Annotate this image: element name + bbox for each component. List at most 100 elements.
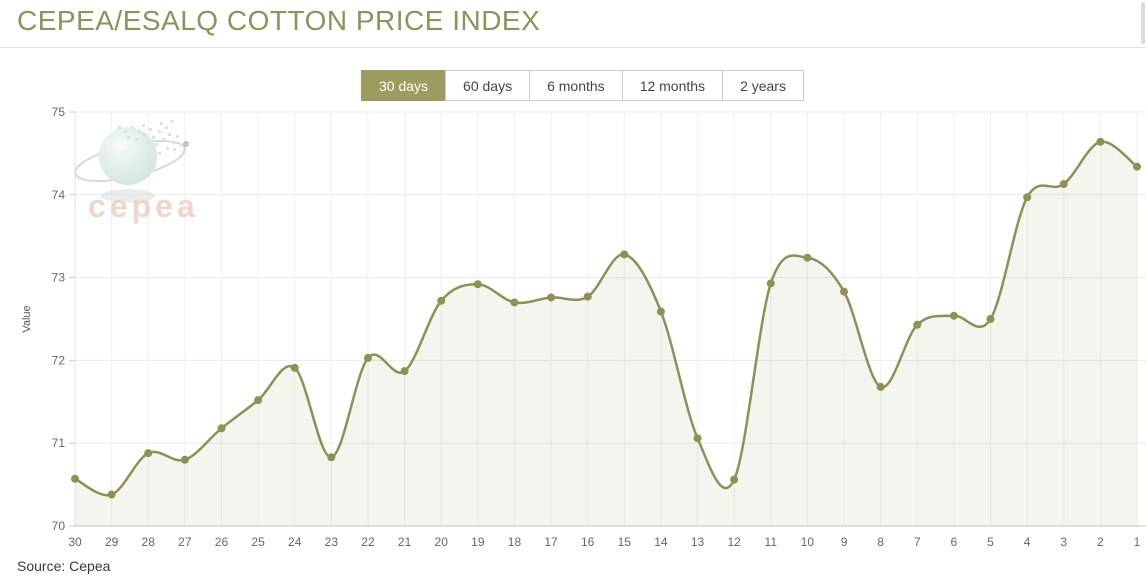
logo-speckle [145, 140, 148, 143]
logo-speckle [155, 143, 158, 146]
data-point[interactable] [1096, 137, 1105, 146]
range-button-6-months[interactable]: 6 months [529, 70, 623, 101]
x-tick-label: 26 [215, 535, 229, 549]
y-tick-label: 75 [52, 105, 66, 119]
data-point[interactable] [473, 280, 482, 289]
y-tick-label: 70 [52, 519, 66, 533]
data-point[interactable] [986, 315, 995, 323]
x-tick-label: 6 [951, 535, 958, 549]
data-point[interactable] [180, 455, 189, 464]
logo-speckle [158, 152, 161, 155]
logo-speckle [172, 141, 175, 144]
data-point[interactable] [437, 296, 446, 305]
data-point[interactable] [656, 307, 665, 316]
x-tick-label: 4 [1024, 535, 1031, 549]
scrollbar[interactable] [1141, 2, 1145, 44]
logo-speckle [166, 147, 169, 150]
range-button-60-days[interactable]: 60 days [445, 70, 531, 101]
logo-speckle [118, 126, 121, 129]
x-tick-label: 5 [987, 535, 994, 549]
page-title: CEPEA/ESALQ COTTON PRICE INDEX [17, 5, 541, 36]
logo-speckle [170, 120, 173, 123]
x-tick-label: 1 [1134, 535, 1141, 549]
x-tick-label: 12 [727, 535, 741, 549]
x-tick-label: 7 [914, 535, 921, 549]
range-button-2-years[interactable]: 2 years [722, 70, 804, 101]
data-point[interactable] [217, 424, 226, 433]
data-point[interactable] [1133, 162, 1141, 171]
x-tick-label: 20 [435, 535, 449, 549]
x-tick-label: 14 [654, 535, 668, 549]
data-point[interactable] [1059, 180, 1068, 189]
x-tick-label: 11 [765, 535, 778, 549]
data-point[interactable] [254, 396, 263, 405]
y-tick-label: 72 [52, 353, 66, 367]
logo-speckle [138, 130, 141, 133]
logo-orbit-dot-icon [183, 141, 189, 147]
x-tick-label: 16 [581, 535, 595, 549]
data-point[interactable] [766, 279, 775, 288]
x-tick-label: 10 [801, 535, 815, 549]
range-button-30-days[interactable]: 30 days [361, 70, 447, 101]
logo-speckle [158, 130, 161, 133]
x-tick-label: 28 [142, 535, 156, 549]
range-button-12-months[interactable]: 12 months [621, 70, 724, 101]
x-tick-label: 3 [1060, 535, 1067, 549]
data-point[interactable] [803, 253, 812, 262]
data-point[interactable] [107, 490, 116, 499]
data-point[interactable] [510, 298, 519, 307]
data-point[interactable] [620, 250, 629, 259]
logo-globe-icon [99, 127, 157, 185]
logo-speckle [149, 128, 152, 131]
x-tick-label: 9 [841, 535, 848, 549]
y-tick-label: 74 [52, 188, 66, 202]
y-tick-label: 71 [52, 436, 66, 450]
logo-speckle [162, 138, 165, 141]
x-tick-label: 21 [398, 535, 412, 549]
logo-speckle [150, 148, 153, 151]
logo-wordmark: cepea [88, 188, 199, 224]
data-point[interactable] [583, 292, 592, 301]
data-point[interactable] [730, 475, 739, 484]
data-point[interactable] [363, 353, 372, 362]
data-point[interactable] [840, 287, 849, 296]
data-point[interactable] [327, 453, 336, 462]
logo-speckle [127, 136, 130, 139]
data-point[interactable] [1023, 193, 1032, 202]
data-point[interactable] [693, 434, 702, 443]
x-tick-label: 13 [691, 535, 705, 549]
data-point[interactable] [876, 382, 885, 391]
data-point[interactable] [547, 293, 556, 302]
x-tick-label: 30 [68, 535, 82, 549]
logo-speckle [180, 143, 183, 146]
logo-speckle [142, 124, 145, 127]
cepea-logo-watermark: cepea [74, 120, 199, 224]
x-tick-label: 29 [105, 535, 119, 549]
logo-speckle [160, 122, 163, 125]
y-tick-label: 73 [52, 271, 66, 285]
x-tick-label: 17 [544, 535, 558, 549]
y-axis-title: Value [21, 305, 33, 332]
x-tick-label: 19 [471, 535, 485, 549]
data-point[interactable] [290, 363, 299, 372]
x-tick-label: 15 [618, 535, 632, 549]
logo-speckle [152, 136, 155, 139]
logo-speckle [176, 135, 179, 138]
data-point[interactable] [144, 449, 153, 458]
logo-speckle [135, 138, 138, 141]
logo-speckle [143, 133, 146, 136]
data-point[interactable] [71, 474, 79, 483]
x-tick-label: 2 [1097, 535, 1104, 549]
x-tick-label: 18 [508, 535, 522, 549]
logo-speckle [168, 133, 171, 136]
x-tick-label: 25 [251, 535, 265, 549]
data-point[interactable] [949, 311, 958, 320]
x-tick-label: 22 [361, 535, 375, 549]
logo-speckle [165, 126, 168, 129]
area-fill [75, 141, 1137, 526]
data-point[interactable] [400, 367, 409, 376]
data-point[interactable] [913, 320, 922, 329]
logo-speckle [124, 130, 127, 133]
range-selector: 30 days 60 days 6 months 12 months 2 yea… [361, 70, 804, 101]
